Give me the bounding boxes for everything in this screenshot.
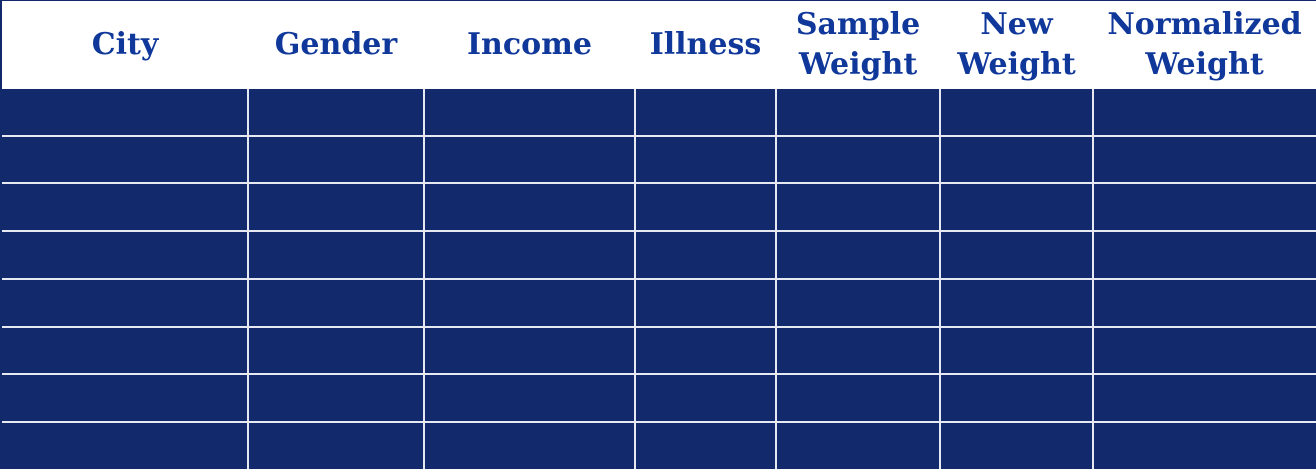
table-row <box>2 421 1316 469</box>
table-row <box>2 325 1316 376</box>
table-cell <box>247 421 425 469</box>
table-cell <box>775 373 941 424</box>
table-cell <box>247 325 425 376</box>
table-cell <box>247 182 425 233</box>
header-income: Income <box>424 1 635 89</box>
table-cell <box>247 277 425 328</box>
table-cell <box>423 325 636 376</box>
header-sample-weight: Sample Weight <box>776 1 940 89</box>
table-cell <box>423 182 636 233</box>
table-cell <box>775 421 941 469</box>
table-cell <box>247 373 425 424</box>
table-cell <box>2 89 249 137</box>
table-cell <box>634 182 777 233</box>
table-row <box>2 373 1316 424</box>
table-cell <box>939 421 1094 469</box>
table-cell <box>423 134 636 185</box>
header-illness: Illness <box>635 1 776 89</box>
table-cell <box>2 421 249 469</box>
table-cell <box>423 277 636 328</box>
table-row <box>2 89 1316 137</box>
table-cell <box>2 325 249 376</box>
header-normalized-weight: Normalized Weight <box>1093 1 1316 89</box>
table-row <box>2 277 1316 328</box>
table-cell <box>634 277 777 328</box>
table-cell <box>247 89 425 137</box>
table-row <box>2 230 1316 280</box>
table-cell <box>775 182 941 233</box>
table-cell <box>939 182 1094 233</box>
table-cell <box>1092 325 1316 376</box>
table-cell <box>423 230 636 280</box>
table-cell <box>634 325 777 376</box>
table-cell <box>1092 182 1316 233</box>
table-cell <box>775 134 941 185</box>
table-cell <box>423 89 636 137</box>
table-cell <box>634 134 777 185</box>
table-cell <box>2 182 249 233</box>
table-cell <box>775 325 941 376</box>
table-cell <box>939 325 1094 376</box>
table-cell <box>2 134 249 185</box>
table-cell <box>1092 277 1316 328</box>
table-cell <box>423 373 636 424</box>
table-cell <box>939 230 1094 280</box>
table-cell <box>2 373 249 424</box>
table-cell <box>247 134 425 185</box>
table-cell <box>2 277 249 328</box>
table-cell <box>939 277 1094 328</box>
table-cell <box>1092 230 1316 280</box>
table-cell <box>775 277 941 328</box>
table-cell <box>1092 89 1316 137</box>
table-cell <box>775 89 941 137</box>
table-cell <box>634 89 777 137</box>
table-body <box>2 89 1316 469</box>
table-cell <box>1092 421 1316 469</box>
table-cell <box>775 230 941 280</box>
table-cell <box>634 373 777 424</box>
table-cell <box>1092 134 1316 185</box>
table-cell <box>1092 373 1316 424</box>
header-gender: Gender <box>248 1 424 89</box>
header-city: City <box>2 1 248 89</box>
table-cell <box>247 230 425 280</box>
table-cell <box>634 421 777 469</box>
table-cell <box>423 421 636 469</box>
table-row <box>2 134 1316 185</box>
table-cell <box>939 134 1094 185</box>
table-cell <box>939 89 1094 137</box>
table-cell <box>939 373 1094 424</box>
table-row <box>2 182 1316 233</box>
header-row: City Gender Income Illness Sample Weight… <box>2 1 1316 89</box>
table-cell <box>2 230 249 280</box>
table-cell <box>634 230 777 280</box>
header-new-weight: New Weight <box>940 1 1093 89</box>
